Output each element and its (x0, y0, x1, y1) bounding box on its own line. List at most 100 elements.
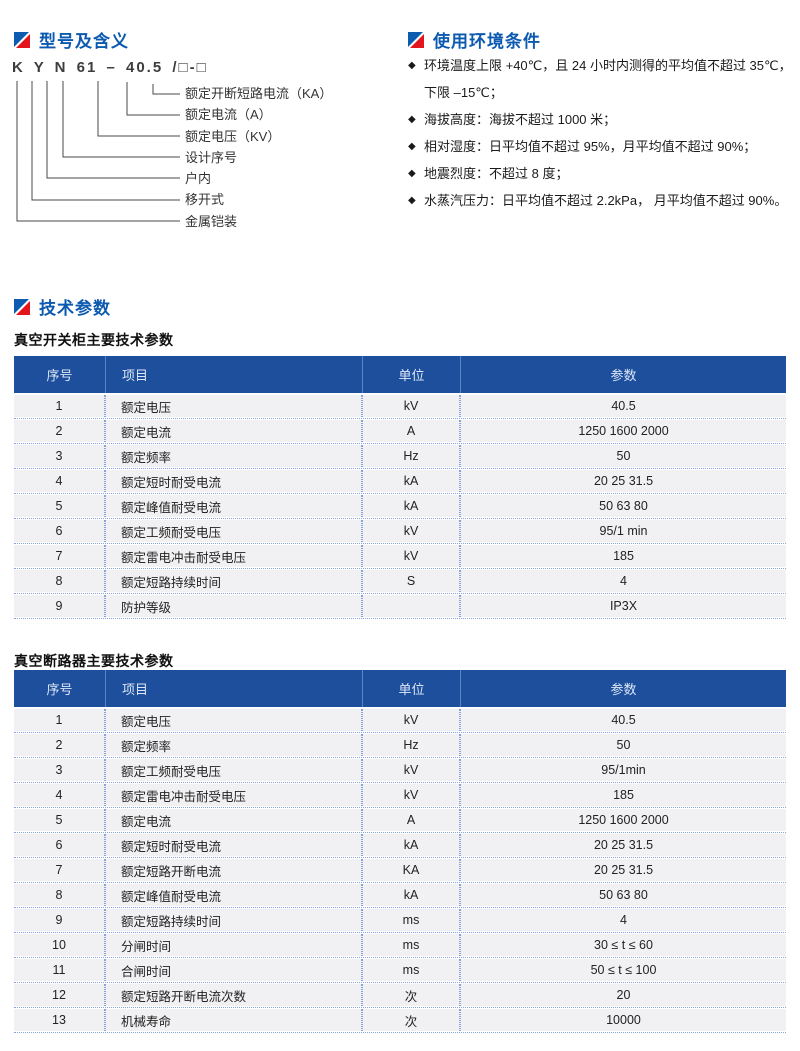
env-condition-item: ◆ 水蒸汽压力：日平均值不超过 2.2kPa， 月平均值不超过 90%。 (408, 187, 798, 214)
table-row: 9 防护等级 IP3X (14, 595, 786, 619)
cell-no: 5 (14, 495, 105, 517)
cell-unit: KA (362, 859, 460, 881)
cell-unit: ms (362, 909, 460, 931)
cell-item: 额定短路开断电流次数 (105, 984, 362, 1006)
cell-value: 10000 (460, 1009, 786, 1031)
env-condition-text: 相对湿度：日平均值不超过 95%，月平均值不超过 90%； (424, 139, 757, 154)
cell-unit: kA (362, 834, 460, 856)
table-header-row: 序号 项目 单位 参数 (14, 356, 786, 393)
cell-unit: ms (362, 959, 460, 981)
table-row: 10 分闸时间 ms 30 ≤ t ≤ 60 (14, 934, 786, 958)
cell-no: 10 (14, 934, 105, 956)
breaker-params-table: 序号 项目 单位 参数 1 额定电压 kV 40.5 2 额定频率 Hz 50 (14, 670, 786, 1033)
cell-no: 3 (14, 445, 105, 467)
cell-item: 额定工频耐受电压 (105, 520, 362, 542)
cell-no: 7 (14, 859, 105, 881)
table-row: 7 额定雷电冲击耐受电压 kV 185 (14, 545, 786, 569)
table-row: 2 额定频率 Hz 50 (14, 734, 786, 758)
tech-section-title: 技术参数 (39, 299, 111, 318)
model-label: 额定电压（KV） (185, 128, 281, 144)
table-row: 6 额定短时耐受电流 kA 20 25 31.5 (14, 834, 786, 858)
cell-value: 1250 1600 2000 (460, 809, 786, 831)
cell-no: 6 (14, 520, 105, 542)
cell-item: 额定短路持续时间 (105, 909, 362, 931)
table-row: 5 额定电流 A 1250 1600 2000 (14, 809, 786, 833)
cell-unit: Hz (362, 734, 460, 756)
model-label: 设计序号 (185, 149, 238, 165)
cell-value: 50 63 80 (460, 884, 786, 906)
cell-unit: 次 (362, 984, 460, 1006)
table2-caption: 真空断路器主要技术参数 (14, 653, 174, 669)
cell-item: 额定雷电冲击耐受电压 (105, 545, 362, 567)
cell-unit: S (362, 570, 460, 592)
table-row: 3 额定频率 Hz 50 (14, 445, 786, 469)
cell-no: 2 (14, 734, 105, 756)
cell-item: 额定峰值耐受电流 (105, 884, 362, 906)
cell-no: 11 (14, 959, 105, 981)
cell-item: 额定电流 (105, 809, 362, 831)
cell-value: 20 25 31.5 (460, 470, 786, 492)
cell-no: 4 (14, 784, 105, 806)
table-row: 4 额定短时耐受电流 kA 20 25 31.5 (14, 470, 786, 494)
cell-item: 额定电压 (105, 395, 362, 417)
cell-value: 20 25 31.5 (460, 834, 786, 856)
cell-value: 50 (460, 734, 786, 756)
model-label: 户内 (185, 171, 212, 187)
cell-unit: ms (362, 934, 460, 956)
cell-unit: Hz (362, 445, 460, 467)
table-row: 9 额定短路持续时间 ms 4 (14, 909, 786, 933)
cell-item: 额定电压 (105, 709, 362, 731)
header-cell-value: 参数 (460, 670, 786, 707)
cell-unit: kV (362, 395, 460, 417)
cell-unit (362, 595, 460, 617)
cell-item: 额定频率 (105, 445, 362, 467)
cell-unit: kA (362, 884, 460, 906)
cell-value: 20 (460, 984, 786, 1006)
header-cell-unit: 单位 (362, 356, 460, 393)
diamond-bullet-icon: ◆ (408, 195, 416, 206)
cell-item: 额定短路开断电流 (105, 859, 362, 881)
env-condition-list: ◆ 环境温度上限 +40℃，且 24 小时内测得的平均值不超过 35℃，下限 –… (408, 52, 798, 214)
cell-no: 9 (14, 909, 105, 931)
table-row: 8 额定峰值耐受电流 kA 50 63 80 (14, 884, 786, 908)
env-section-title: 使用环境条件 (433, 32, 541, 51)
cell-no: 9 (14, 595, 105, 617)
table-row: 3 额定工频耐受电压 kV 95/1min (14, 759, 786, 783)
cell-item: 额定峰值耐受电流 (105, 495, 362, 517)
cell-unit: kV (362, 709, 460, 731)
table-row: 7 额定短路开断电流 KA 20 25 31.5 (14, 859, 786, 883)
cell-item: 合闸时间 (105, 959, 362, 981)
cell-item: 额定电流 (105, 420, 362, 442)
tech-section-header: 技术参数 (14, 294, 111, 319)
cell-unit: kV (362, 545, 460, 567)
cell-item: 额定短路持续时间 (105, 570, 362, 592)
cell-value: 40.5 (460, 709, 786, 731)
cell-unit: A (362, 809, 460, 831)
cell-item: 额定短时耐受电流 (105, 470, 362, 492)
cell-value: 95/1min (460, 759, 786, 781)
cell-item: 机械寿命 (105, 1009, 362, 1031)
section-marker-icon (408, 31, 424, 48)
cell-item: 额定雷电冲击耐受电压 (105, 784, 362, 806)
diamond-bullet-icon: ◆ (408, 168, 416, 179)
cell-unit: kV (362, 759, 460, 781)
env-condition-text: 水蒸汽压力：日平均值不超过 2.2kPa， 月平均值不超过 90%。 (424, 193, 788, 208)
table-body: 1 额定电压 kV 40.5 2 额定频率 Hz 50 3 额定工频耐受电压 k… (14, 707, 786, 1033)
cell-value: IP3X (460, 595, 786, 617)
cell-no: 5 (14, 809, 105, 831)
header-cell-no: 序号 (46, 368, 73, 383)
cell-value: 50 ≤ t ≤ 100 (460, 959, 786, 981)
cell-value: 50 63 80 (460, 495, 786, 517)
cell-no: 12 (14, 984, 105, 1006)
env-condition-item: ◆ 海拔高度：海拔不超过 1000 米； (408, 106, 798, 133)
env-section-header: 使用环境条件 (408, 27, 541, 52)
section-marker-icon (14, 31, 30, 48)
header-cell-item: 项目 (105, 670, 362, 707)
header-cell-value: 参数 (460, 356, 786, 393)
cell-value: 4 (460, 909, 786, 931)
env-condition-text: 环境温度上限 +40℃，且 24 小时内测得的平均值不超过 35℃，下限 –15… (424, 58, 792, 100)
cell-value: 30 ≤ t ≤ 60 (460, 934, 786, 956)
cell-value: 185 (460, 545, 786, 567)
cell-unit: A (362, 420, 460, 442)
